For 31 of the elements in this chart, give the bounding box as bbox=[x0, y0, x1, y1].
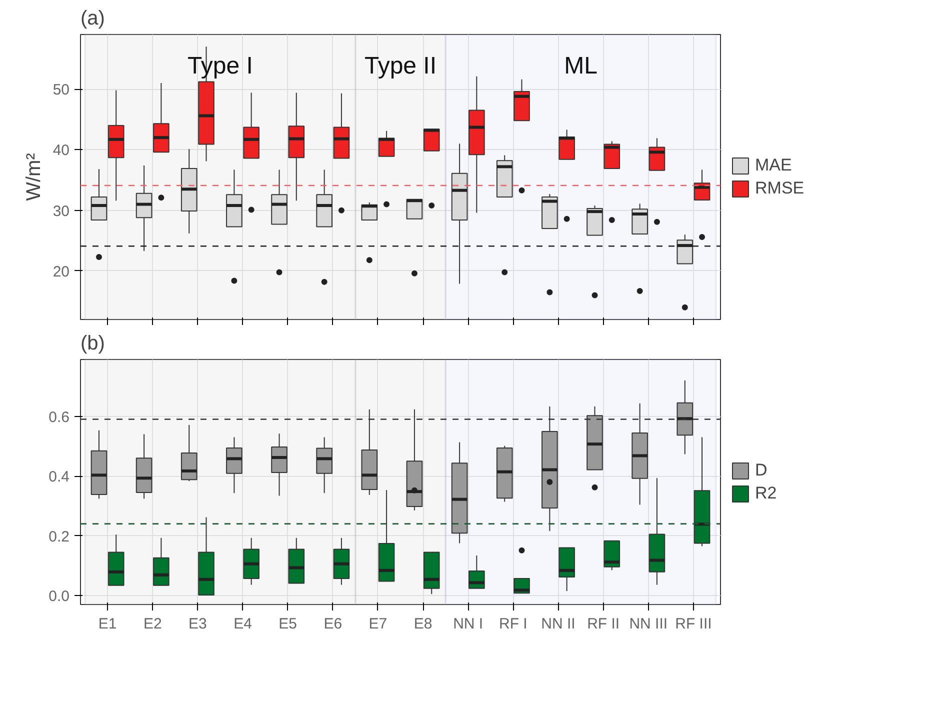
y-tick-label: 0.2 bbox=[48, 528, 70, 546]
x-tick-label: E3 bbox=[188, 616, 207, 632]
chart-title: (a) bbox=[80, 8, 105, 30]
x-tick-label: RF III bbox=[675, 616, 712, 632]
y-tick-label: 30 bbox=[52, 202, 70, 220]
band-label: Type II bbox=[364, 52, 437, 80]
legend-label: MAE bbox=[755, 155, 792, 175]
x-tick-label: E6 bbox=[324, 616, 342, 632]
y-tick-label: 0.4 bbox=[48, 468, 70, 486]
x-tick-label: NN I bbox=[453, 616, 484, 632]
y-axis-title: W/m² bbox=[22, 152, 45, 201]
x-tick-label: E8 bbox=[414, 616, 432, 632]
y-tick-label: 20 bbox=[52, 263, 70, 280]
chart-title: (b) bbox=[80, 332, 105, 354]
x-tick-label: RF II bbox=[587, 616, 620, 632]
x-tick-label: NN II bbox=[541, 616, 576, 632]
x-tick-label: E1 bbox=[98, 616, 117, 632]
legend-label: RMSE bbox=[755, 178, 804, 198]
x-tick-label: E4 bbox=[234, 616, 252, 632]
x-tick-label: NN III bbox=[629, 616, 668, 632]
x-tick-label: E5 bbox=[278, 616, 298, 632]
x-tick-label: E2 bbox=[143, 616, 162, 632]
band-label: ML bbox=[564, 52, 598, 80]
legend-label: R2 bbox=[755, 483, 777, 503]
x-tick-label: RF I bbox=[499, 616, 528, 632]
legend-label: D bbox=[755, 460, 768, 480]
y-tick-label: 40 bbox=[52, 142, 70, 160]
y-tick-label: 0.6 bbox=[48, 408, 70, 426]
y-tick-label: 0.0 bbox=[48, 588, 70, 606]
x-tick-label: E7 bbox=[368, 616, 388, 632]
y-tick-label: 50 bbox=[52, 82, 70, 99]
